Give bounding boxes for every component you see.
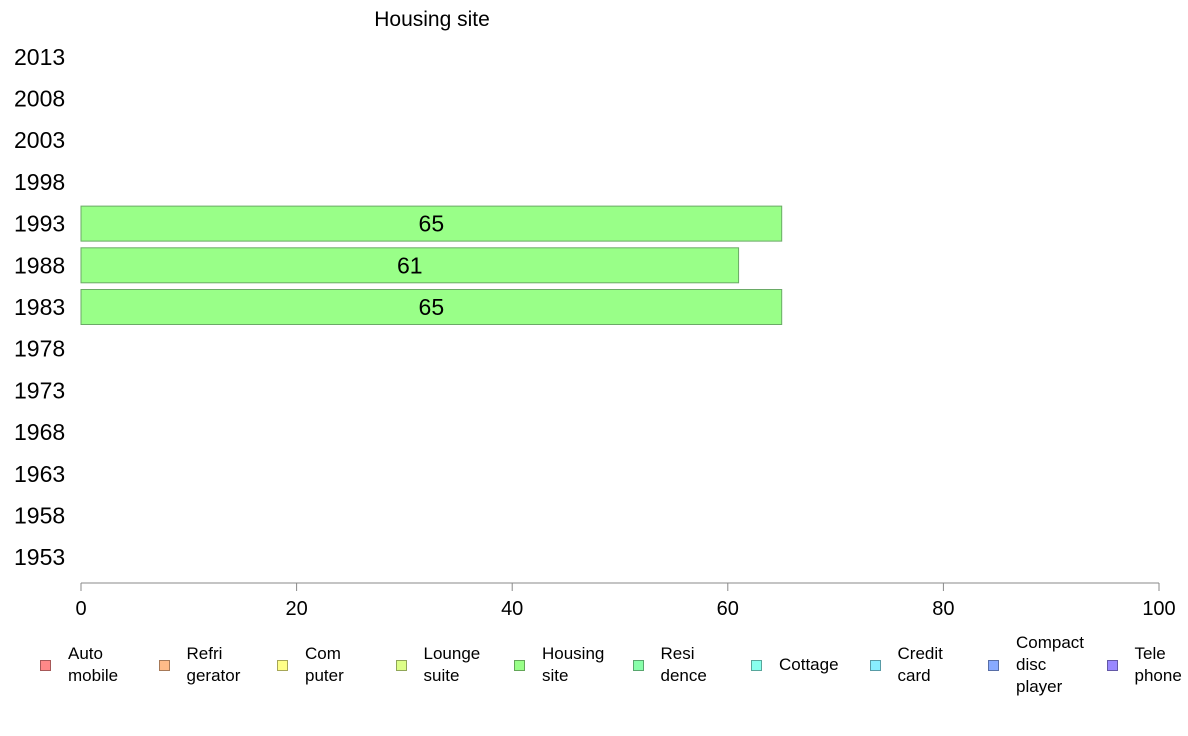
legend-swatch: [395, 659, 407, 671]
legend-label: Lounge suite: [423, 644, 481, 685]
legend-item: Housing site: [514, 634, 604, 696]
y-tick-label: 1963: [14, 461, 65, 487]
legend-item: Refri gerator: [158, 634, 241, 696]
legend-label: Tele phone: [1134, 644, 1182, 685]
y-tick-label: 1983: [14, 294, 65, 320]
bar: [80, 289, 783, 325]
x-tick-label: 40: [501, 598, 523, 620]
legend: Auto mobile Refri gerator Com puter Lounge …: [0, 633, 1188, 704]
x-tick-label: 100: [1142, 598, 1175, 620]
x-tick-label: 20: [285, 598, 307, 620]
y-tick-label: 1973: [14, 377, 65, 403]
legend-swatch: [514, 659, 525, 671]
legend-item: Credit card: [869, 634, 943, 696]
y-tick-label: 2008: [14, 86, 65, 112]
legend-item: Lounge suite: [395, 634, 481, 696]
legend-item: Compact disc player: [988, 633, 1085, 696]
bar-value-label: 65: [419, 294, 445, 320]
y-tick-label: 1968: [14, 419, 65, 445]
legend-swatch: [158, 659, 170, 671]
legend-swatch: [277, 659, 288, 671]
y-tick-label: 1998: [14, 169, 65, 195]
legend-label: Compact disc player: [1016, 633, 1085, 696]
legend-swatch: [988, 659, 999, 671]
y-tick-label: 1993: [14, 211, 65, 237]
legend-label: Housing site: [542, 644, 605, 685]
y-tick-label: 2013: [14, 44, 65, 70]
bar: [80, 247, 740, 284]
legend-item: Tele phone: [1106, 634, 1182, 696]
bar-value-label: 65: [419, 211, 445, 237]
legend-swatch: [751, 659, 762, 671]
y-tick-label: 1988: [14, 252, 65, 278]
bar-chart: Housing site 65 61 65 1953 1958 1963 1968 1973…: [14, 8, 1176, 620]
chart-title: Housing site: [374, 8, 490, 31]
bar: [80, 205, 783, 242]
legend-item: Resi dence: [632, 634, 707, 696]
y-tick-label: 1978: [14, 336, 65, 362]
legend-label: Auto mobile: [68, 644, 119, 685]
legend-label: Com puter: [305, 644, 344, 685]
legend-label: Resi dence: [660, 644, 707, 685]
y-tick-label: 2003: [14, 127, 65, 153]
legend-swatch: [1106, 659, 1118, 671]
legend-label: Cottage: [779, 655, 839, 674]
legend-label: Credit card: [897, 644, 943, 685]
x-tick-label: 80: [932, 598, 954, 620]
legend-swatch: [40, 659, 51, 671]
legend-swatch: [869, 659, 881, 671]
x-tick-label: 60: [717, 598, 739, 620]
legend-item: Auto mobile: [40, 634, 118, 696]
legend-swatch: [632, 659, 644, 671]
legend-item: Cottage: [751, 634, 839, 696]
y-tick-label: 1958: [14, 502, 65, 528]
y-tick-label: 1953: [14, 544, 65, 570]
legend-item: Com puter: [277, 634, 344, 696]
bar-value-label: 61: [397, 252, 423, 278]
legend-label: Refri gerator: [186, 644, 241, 685]
x-tick-label: 0: [75, 598, 86, 620]
